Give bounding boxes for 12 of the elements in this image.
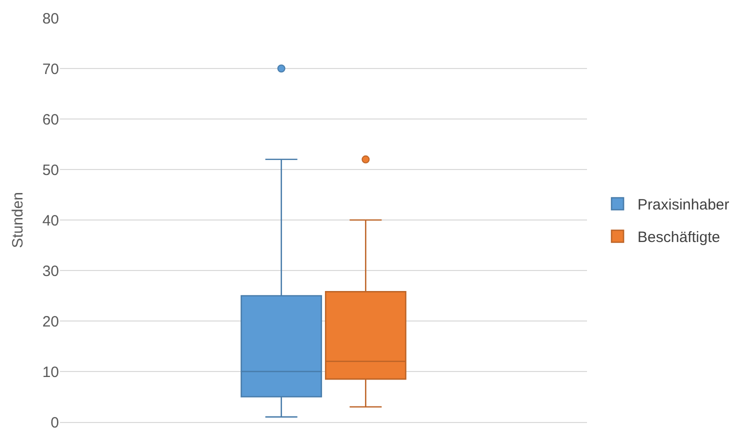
y-axis-title: Stunden <box>10 192 27 248</box>
y-tick-label: 40 <box>42 212 59 230</box>
y-tick-label: 0 <box>50 414 59 432</box>
legend-label: Praxisinhaber <box>638 196 730 214</box>
y-tick-label: 10 <box>42 364 59 381</box>
y-tick-label: 70 <box>42 60 59 78</box>
y-tick-label: 20 <box>42 313 59 330</box>
y-tick-label: 30 <box>42 262 59 280</box>
y-tick-label: 80 <box>42 10 59 28</box>
legend-label: Beschäftigte <box>638 229 720 246</box>
y-tick-label: 60 <box>42 111 59 128</box>
y-tick-label: 50 <box>42 162 59 179</box>
